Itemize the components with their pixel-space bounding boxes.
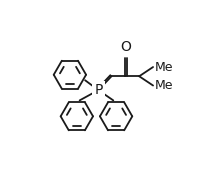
Text: P: P — [94, 83, 103, 97]
Text: Me: Me — [155, 79, 173, 92]
Text: O: O — [120, 40, 131, 54]
Text: Me: Me — [155, 60, 173, 73]
